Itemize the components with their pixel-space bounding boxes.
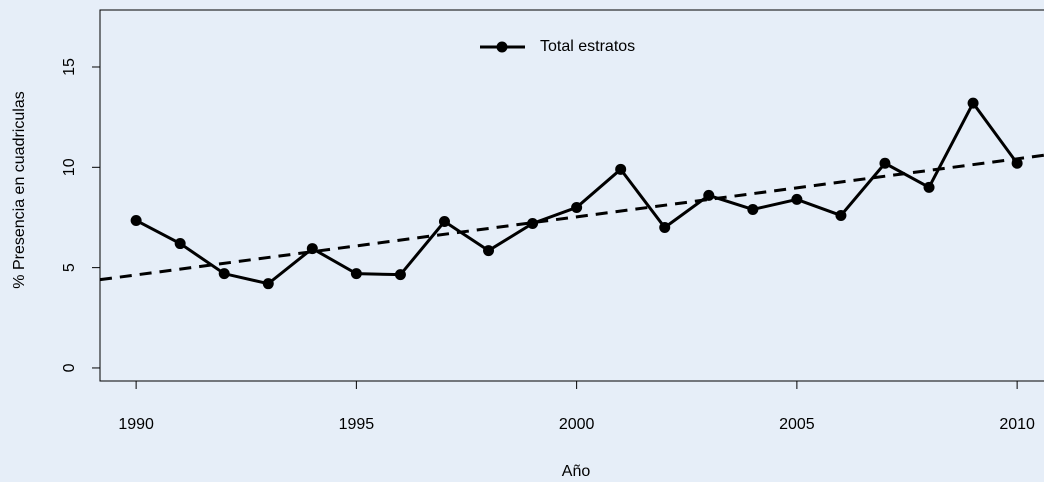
x-tick-label: 2005 xyxy=(779,416,815,433)
y-tick-label: 10 xyxy=(61,158,78,176)
point xyxy=(571,201,583,213)
point xyxy=(527,217,539,229)
point xyxy=(923,181,935,193)
point xyxy=(174,238,186,250)
point xyxy=(615,163,627,175)
y-tick-label: 5 xyxy=(61,263,78,272)
y-axis-label: % Presencia en cuadriculas xyxy=(11,91,28,288)
point xyxy=(703,189,715,201)
point xyxy=(659,222,671,234)
point xyxy=(438,215,450,227)
point xyxy=(791,193,803,205)
point xyxy=(483,245,495,257)
x-axis-label: Año xyxy=(562,463,591,480)
legend-label: Total estratos xyxy=(540,38,635,55)
y-tick-label: 15 xyxy=(61,58,78,76)
x-tick-label: 1995 xyxy=(339,416,375,433)
x-tick-label: 2010 xyxy=(999,416,1035,433)
x-tick-label: 1990 xyxy=(118,416,154,433)
y-tick-label: 0 xyxy=(61,363,78,372)
legend-marker xyxy=(496,41,508,53)
point xyxy=(130,214,142,226)
plot-box xyxy=(99,9,1044,382)
point xyxy=(262,278,274,290)
point xyxy=(1011,157,1023,169)
point xyxy=(747,203,759,215)
point xyxy=(350,268,362,280)
point xyxy=(967,97,979,109)
point xyxy=(218,268,230,280)
x-tick-label: 2000 xyxy=(559,416,595,433)
point xyxy=(879,157,891,169)
point xyxy=(306,243,318,255)
point xyxy=(394,269,406,281)
point xyxy=(835,209,847,221)
